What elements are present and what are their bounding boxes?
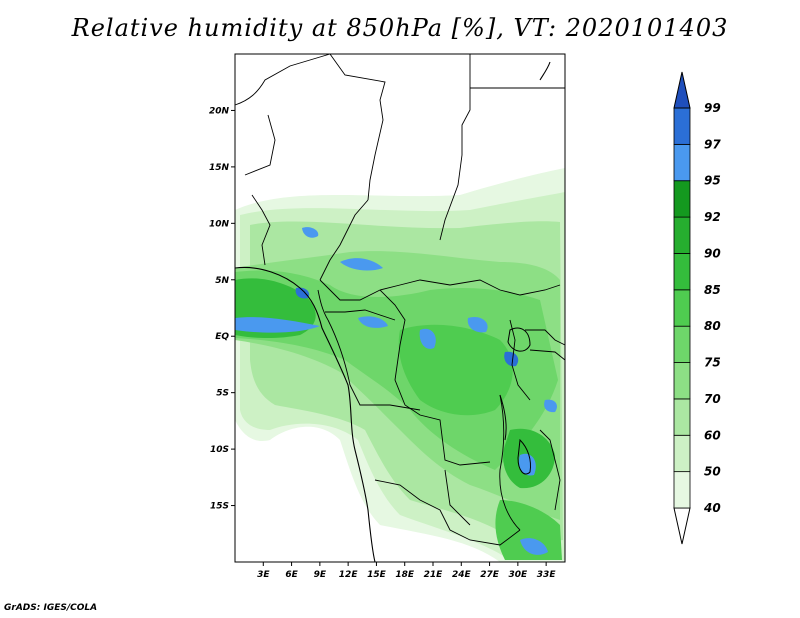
chart-title: Relative humidity at 850hPa [%], VT: 202… — [71, 14, 729, 42]
lon-tick-label: 30E — [509, 570, 529, 580]
lat-tick-label: 5N — [215, 276, 229, 286]
colorbar-upper-arrow — [673, 71, 691, 109]
colorbar-label: 95 — [704, 174, 721, 188]
colorbar-segment — [673, 398, 691, 436]
colorbar-segment — [673, 362, 691, 400]
lat-tick-label: 10N — [209, 219, 230, 229]
lon-tick-label: 9E — [314, 570, 327, 580]
lat-tick-label: 15S — [210, 502, 229, 512]
colorbar-lower-arrow — [673, 507, 691, 545]
country-borders — [234, 53, 566, 546]
lat-tick-label: EQ — [215, 332, 229, 342]
lon-tick-label: 12E — [339, 570, 359, 580]
lakes — [499, 327, 531, 475]
lat-tick-label: 10S — [210, 445, 229, 455]
lat-tick-label: 5S — [216, 389, 229, 399]
colorbar-segment — [673, 434, 691, 473]
credit-text: GrADS: IGES/COLA — [4, 603, 98, 613]
colorbar-segment — [673, 325, 691, 363]
colorbar-label: 60 — [704, 428, 721, 442]
lon-tick-label: 18E — [395, 570, 415, 580]
colorbar-segment — [673, 180, 691, 218]
colorbar-segment — [673, 107, 691, 145]
lon-tick-label: 21E — [424, 570, 444, 580]
lon-tick-label: 24E — [452, 570, 472, 580]
colorbar-label: 80 — [704, 319, 721, 333]
colorbar-segment — [673, 471, 691, 509]
colorbar-segment — [673, 289, 691, 327]
colorbar-label: 99 — [704, 101, 721, 115]
colorbar-segment — [673, 143, 691, 182]
coastline — [234, 61, 551, 563]
colorbar-label: 75 — [704, 356, 721, 370]
colorbar-label: 50 — [704, 465, 721, 479]
latitude-axis: 20N 15N 10N 5N EQ 5S 10S 15S — [209, 106, 235, 512]
lat-tick-label: 15N — [209, 163, 230, 173]
lon-tick-label: 33E — [537, 570, 557, 580]
lon-tick-label: 15E — [367, 570, 387, 580]
colorbar-label: 70 — [704, 392, 721, 406]
lon-tick-label: 27E — [480, 570, 500, 580]
colorbar-label: 40 — [703, 501, 721, 515]
colorbar-label: 97 — [704, 137, 721, 151]
lon-tick-label: 3E — [257, 570, 270, 580]
colorbar: 40 50 60 70 75 80 85 90 92 95 97 99 — [673, 71, 721, 545]
colorbar-segment — [673, 216, 691, 254]
colorbar-label: 90 — [704, 246, 721, 260]
map-frame — [234, 53, 566, 563]
lat-tick-label: 20N — [209, 106, 230, 116]
longitude-axis: 3E 6E 9E 12E 15E 18E 21E 24E 27E 30E 33E — [257, 562, 556, 580]
colorbar-label: 85 — [704, 283, 721, 297]
lon-tick-label: 6E — [285, 570, 298, 580]
colorbar-segment — [673, 253, 691, 291]
colorbar-label: 92 — [704, 210, 721, 224]
